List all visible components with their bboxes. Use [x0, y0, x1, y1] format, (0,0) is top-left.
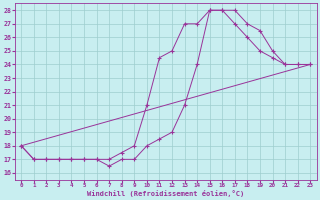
X-axis label: Windchill (Refroidissement éolien,°C): Windchill (Refroidissement éolien,°C)	[87, 190, 244, 197]
